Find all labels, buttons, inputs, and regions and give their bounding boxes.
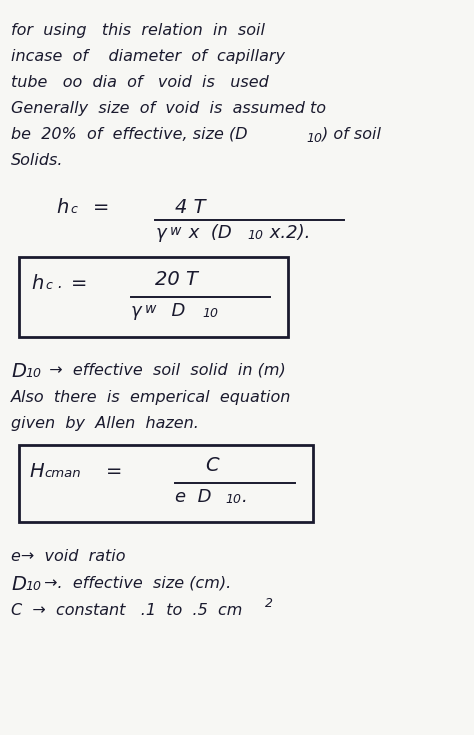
Text: γ: γ — [155, 223, 166, 242]
Text: x  (D: x (D — [183, 223, 232, 242]
Text: D: D — [11, 362, 27, 381]
Text: =: = — [106, 462, 122, 481]
Text: given  by  Allen  hazen.: given by Allen hazen. — [11, 416, 199, 431]
Text: Generally  size  of  void  is  assumed to: Generally size of void is assumed to — [11, 101, 326, 116]
Text: 10: 10 — [247, 229, 263, 242]
Text: Also  there  is  emperical  equation: Also there is emperical equation — [11, 390, 292, 405]
Text: 10: 10 — [225, 492, 241, 506]
Text: tube   oo  dia  of   void  is   used: tube oo dia of void is used — [11, 75, 269, 90]
Text: 10: 10 — [25, 580, 41, 593]
Text: H: H — [29, 462, 44, 481]
Text: cman: cman — [44, 467, 81, 480]
Text: ) of soil: ) of soil — [322, 127, 382, 142]
Text: w: w — [145, 302, 156, 316]
Text: .: . — [242, 487, 248, 506]
Text: w: w — [169, 223, 181, 237]
Text: C: C — [205, 456, 219, 475]
Text: 20 T: 20 T — [155, 270, 198, 290]
Text: Solids.: Solids. — [11, 153, 64, 168]
Text: =: = — [93, 198, 109, 217]
Text: D: D — [11, 576, 27, 594]
Text: 10: 10 — [202, 307, 218, 320]
Text: C  →  constant   .1  to  .5  cm: C → constant .1 to .5 cm — [11, 603, 243, 618]
Text: 2: 2 — [265, 597, 273, 610]
Bar — [19, 257, 288, 337]
Bar — [19, 445, 312, 523]
Text: be  20%  of  effective, size (D: be 20% of effective, size (D — [11, 127, 248, 142]
Text: 4 T: 4 T — [175, 198, 206, 217]
Text: 10: 10 — [307, 132, 323, 145]
Text: .: . — [53, 276, 63, 291]
Text: x.2).: x.2). — [264, 223, 310, 242]
Text: c: c — [70, 203, 77, 215]
Text: h: h — [31, 274, 44, 293]
Text: c: c — [45, 279, 52, 293]
Text: D: D — [161, 302, 186, 320]
Text: 10: 10 — [25, 367, 41, 380]
Text: incase  of    diameter  of  capillary: incase of diameter of capillary — [11, 49, 285, 64]
Text: e→  void  ratio: e→ void ratio — [11, 549, 126, 564]
Text: =: = — [71, 274, 87, 293]
Text: e  D: e D — [175, 487, 212, 506]
Text: for  using   this  relation  in  soil: for using this relation in soil — [11, 24, 265, 38]
Text: γ: γ — [131, 302, 141, 320]
Text: →.  effective  size (cm).: →. effective size (cm). — [39, 576, 231, 590]
Text: h: h — [56, 198, 68, 217]
Text: →  effective  soil  solid  in (m): → effective soil solid in (m) — [39, 362, 286, 377]
